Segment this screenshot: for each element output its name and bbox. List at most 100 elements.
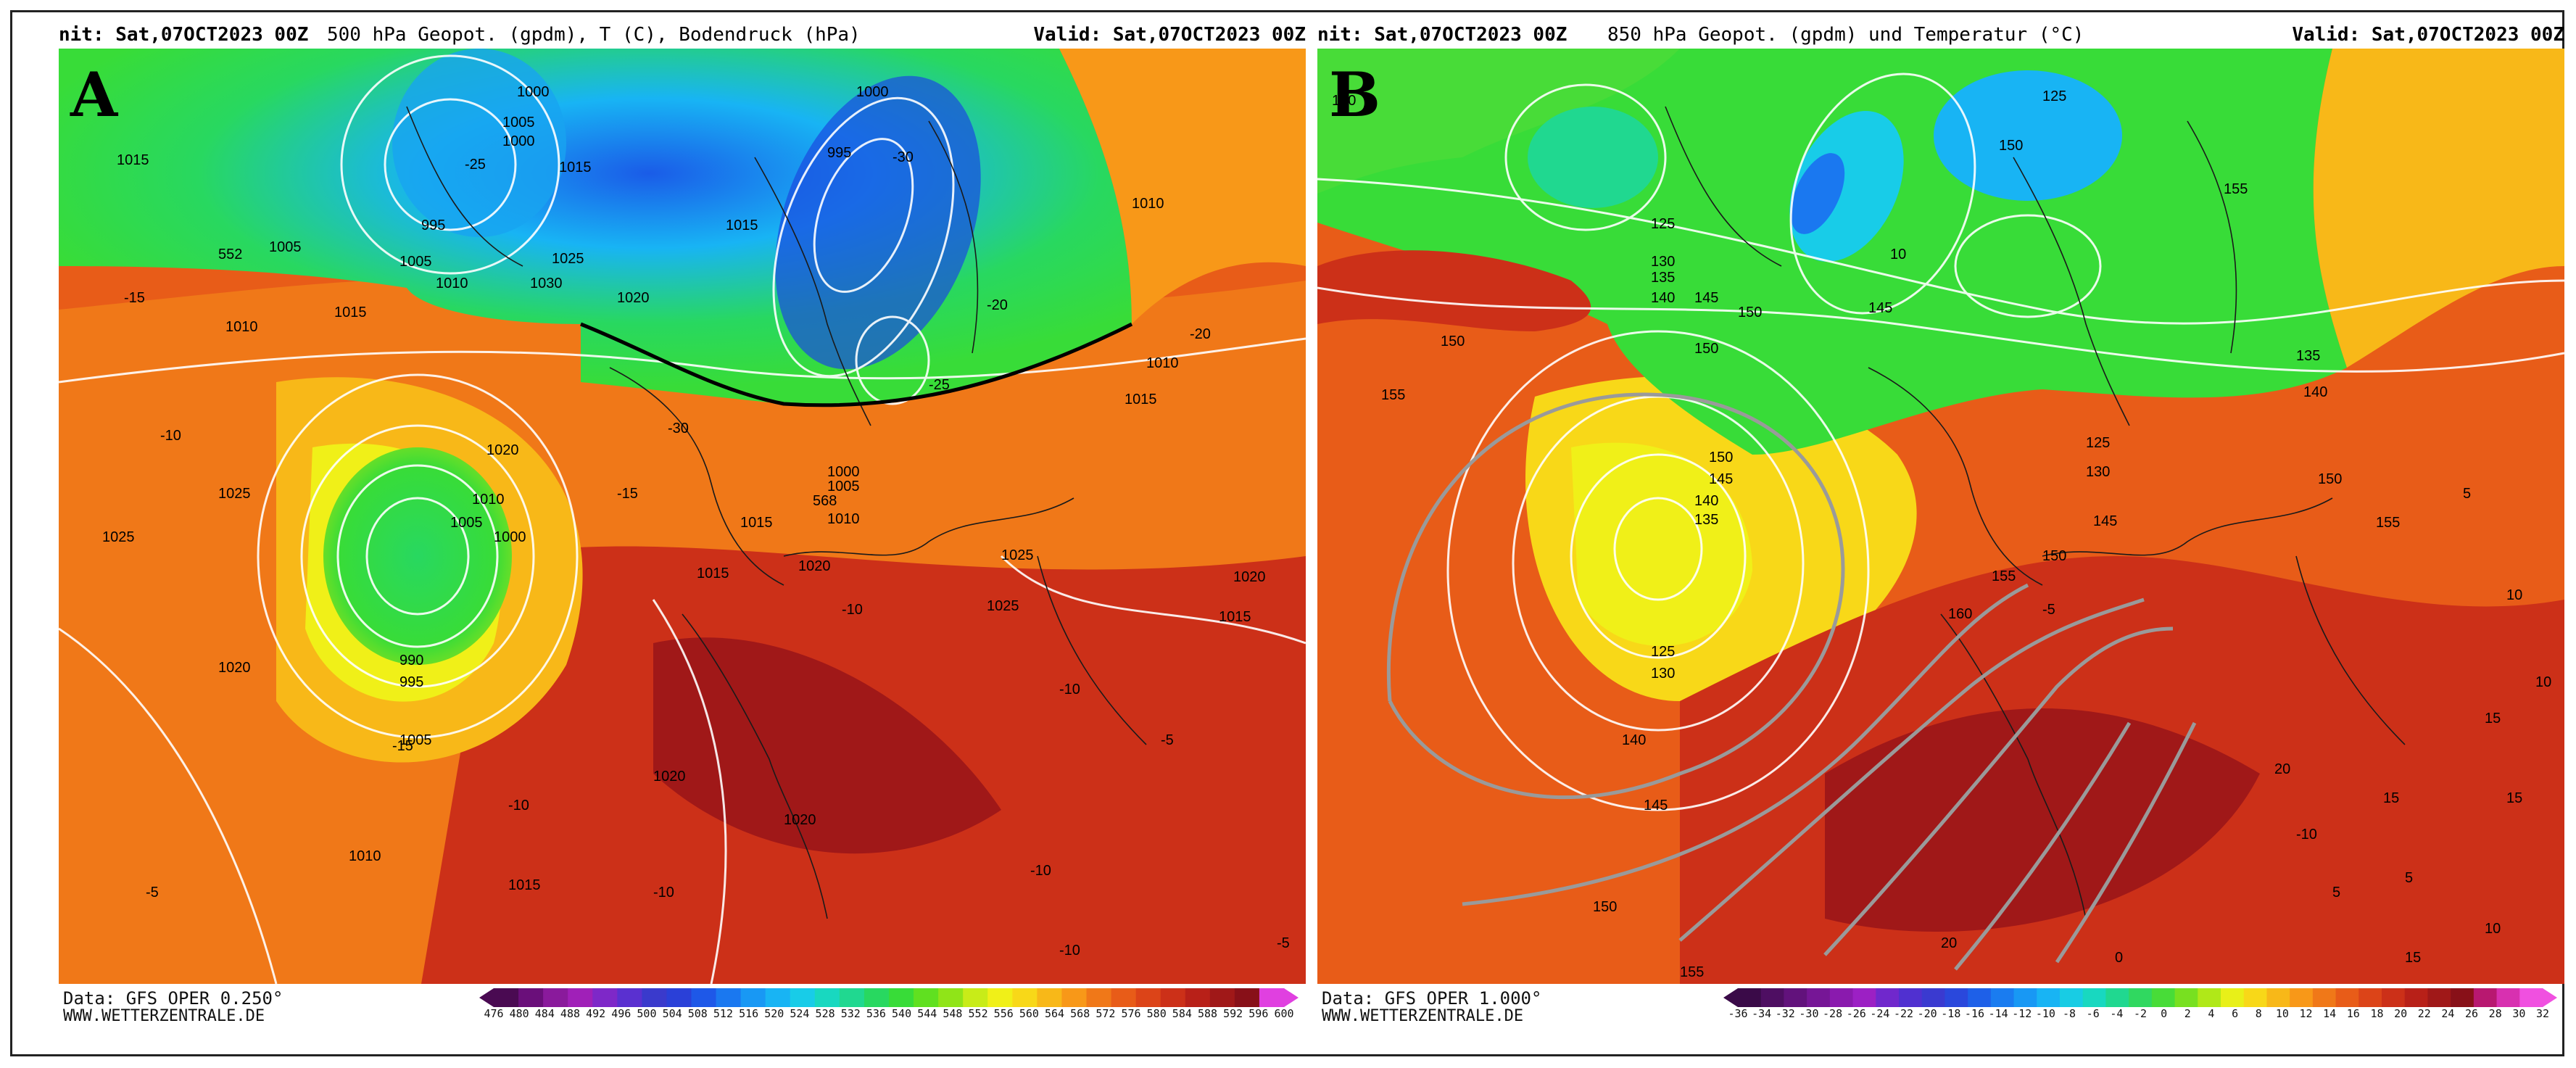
isobar-label: 1020: [1233, 569, 1266, 585]
panel-a-colorbar-tick-label: 524: [790, 1007, 810, 1020]
panel-a-colorbar-swatch: [814, 988, 840, 1007]
panel-b-colorbar-tick-label: -12: [2012, 1007, 2032, 1020]
panel-a-colorbar-tick-label: 540: [892, 1007, 912, 1020]
temperature-label: -10: [842, 602, 863, 618]
panel-b-colorbar-swatch: [2266, 988, 2290, 1007]
cold-pocket-4: [1790, 153, 1845, 234]
panel-a-colorbar-tick-label: 532: [840, 1007, 861, 1020]
panel-b-colorbar-swatch: [2473, 988, 2498, 1007]
panel-a-colorbar-tick-label: 488: [560, 1007, 581, 1020]
isobar-label: 1020: [653, 769, 686, 785]
panel-b-valid-time: Valid: Sat,07OCT2023 00Z: [2292, 24, 2564, 46]
panel-b-colorbar-swatch: [1852, 988, 1876, 1007]
panel-b-footer: Data: GFS OPER 1.000° WWW.WETTERZENTRALE…: [1317, 984, 2564, 1027]
panel-a-website: WWW.WETTERZENTRALE.DE: [63, 1007, 265, 1025]
552-contour: [580, 322, 1133, 407]
height-label: 150: [1694, 341, 1718, 357]
flow-arrows: [1387, 392, 2197, 971]
panel-b-weather-map: 140 125 130 135 140 145 150 125 150 145 …: [1317, 49, 2564, 984]
panel-a-colorbar-ticks: 476 480 484 488 492 496 500 504 508 512 516 520 524 5…: [479, 1007, 1299, 1022]
panel-b-colorbar-ticks: -36 -34 -32 -30 -28 -26 -24 -22 -20 -18 -16 -14 -12-…: [1723, 1007, 2557, 1022]
temperature-label: 15: [2506, 790, 2522, 806]
panel-b-colorbar-swatch: [2060, 988, 2084, 1007]
panel-b-header: nit: Sat,07OCT2023 00Z 850 hPa Geopot. (…: [1317, 21, 2564, 49]
panel-b-colorbar-swatch: [2243, 988, 2267, 1007]
height-label: 155: [2224, 181, 2248, 197]
height-label: 150: [1738, 305, 1762, 320]
panel-a-colorbar-tick-label: 600: [1274, 1007, 1294, 1020]
isobar-label: 1030: [530, 276, 563, 291]
panel-a-init-time: nit: Sat,07OCT2023 00Z: [59, 24, 309, 46]
height-label: 150: [2318, 471, 2342, 487]
panel-b-colorbar-tick-label: 22: [2417, 1007, 2431, 1020]
panel-b-colorbar-tick-label: -4: [2110, 1007, 2124, 1020]
panel-b-colorbar-tick-label: -10: [2035, 1007, 2055, 1020]
height-label: 145: [1694, 290, 1718, 306]
isobar-label: 1000: [494, 529, 526, 545]
panel-b-title: 850 hPa Geopot. (gpdm) und Temperatur (°…: [1607, 24, 2084, 46]
geopotential-label: 568: [813, 493, 837, 509]
panel-b-colorbar-swatch: [2382, 988, 2406, 1007]
temperature-label: -10: [2296, 827, 2317, 843]
isobar-label: 1010: [472, 492, 505, 508]
panel-b-data-source: Data: GFS OPER 1.000°: [1322, 988, 1542, 1009]
cold-pocket-2: [1934, 70, 2122, 201]
panel-a-colorbar-tick-label: 516: [739, 1007, 759, 1020]
panel-a-data-source: Data: GFS OPER 0.250°: [63, 988, 283, 1009]
cold-pocket-1: [1528, 107, 1658, 208]
panel-b-colorbar-tick-label: 28: [2488, 1007, 2502, 1020]
height-label: 160: [1948, 606, 1972, 622]
panel-a-colorbar-tick-label: 496: [611, 1007, 631, 1020]
temperature-label: -15: [392, 738, 413, 754]
temperature-label: -5: [1161, 732, 1174, 748]
panel-a-colorbar-swatch: [691, 988, 717, 1007]
height-label: 135: [1651, 270, 1675, 286]
panel-b-colorbar-swatch: [2151, 988, 2176, 1007]
height-contours: [1317, 73, 2564, 811]
panel-b-colorbar-swatch: [2105, 988, 2129, 1007]
panel-b-colorbar-swatch: [1807, 988, 1831, 1007]
temperature-label: 10: [2506, 587, 2522, 603]
panel-a-colorbar-swatch: [716, 988, 742, 1007]
panel-a-colorbar-swatch: [938, 988, 964, 1007]
panel-a-colorbar-tick-label: 544: [917, 1007, 937, 1020]
height-label: 140: [1332, 93, 1356, 109]
panel-a-colorbar-swatch: [1012, 988, 1038, 1007]
height-label: 130: [1651, 666, 1675, 682]
isobar-label: 1015: [508, 877, 541, 893]
panel-a-colorbar-tick-label: 552: [968, 1007, 988, 1020]
panel-a-colorbar-swatch: [864, 988, 890, 1007]
isobar-label: 1010: [1146, 355, 1179, 371]
temperature-label: 20: [1941, 935, 1957, 951]
panel-a-colorbar-swatch: [617, 988, 642, 1007]
temperature-label: -20: [1190, 326, 1211, 342]
isobar-label: 1000: [856, 84, 889, 100]
warm-tongue-west: [1317, 250, 1591, 331]
cut-off-low: [323, 447, 512, 665]
panel-a-colorbar-swatch: [1160, 988, 1186, 1007]
height-label: 135: [1694, 512, 1718, 528]
panel-a-colorbar-tick-label: 580: [1146, 1007, 1167, 1020]
panel-a-colorbar-swatch: [765, 988, 791, 1007]
panel-a-colorbar-swatch: [1259, 988, 1285, 1007]
panel-a-colorbar-tick-label: 596: [1248, 1007, 1269, 1020]
panel-a-colorbar-swatch: [642, 988, 667, 1007]
panel-a-colorbar-swatch: [494, 988, 519, 1007]
panel-b-colorbar-swatch: [1738, 988, 1762, 1007]
panel-a-colorbar-tick-label: 560: [1019, 1007, 1039, 1020]
panel-b-colorbar-tick-label: 6: [2232, 1007, 2239, 1020]
panel-b-colorbar-swatch: [2427, 988, 2451, 1007]
panel-b-colorbar-tick-label: -14: [1988, 1007, 2008, 1020]
height-label: 155: [1680, 964, 1704, 980]
panel-a-colorbar-swatch: [1086, 988, 1112, 1007]
isobar-label: 995: [827, 145, 851, 161]
isobar-label: 1005: [399, 732, 432, 748]
panel-b-colorbar-tick-label: -26: [1846, 1007, 1866, 1020]
panel-b-colorbar-tick-label: 26: [2465, 1007, 2479, 1020]
isobar-label: 1025: [987, 598, 1019, 614]
height-label: 155: [1992, 568, 2016, 584]
figure-frame: nit: Sat,07OCT2023 00Z 500 hPa Geopot. (…: [10, 10, 2564, 1056]
panel-b-colorbar-tick-label: -28: [1823, 1007, 1843, 1020]
temperature-label: -10: [653, 885, 674, 901]
panel-a-colorbar-tick-label: 556: [993, 1007, 1014, 1020]
